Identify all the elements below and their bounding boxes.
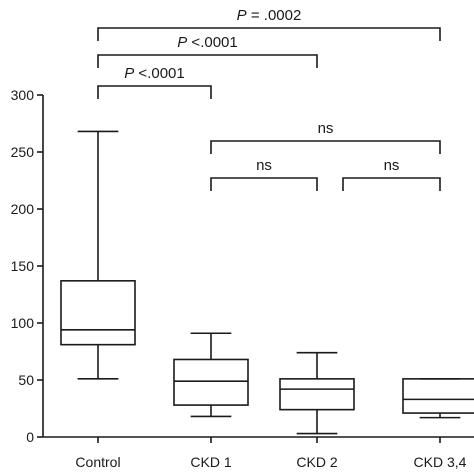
- y-tick-label: 300: [11, 87, 35, 103]
- p-value: ns: [256, 157, 272, 174]
- box-4: [402, 378, 474, 419]
- bracket-line: [210, 177, 318, 191]
- p-value: = .0002: [247, 7, 302, 24]
- significance-bracket-4: ns: [210, 120, 441, 154]
- p-symbol: P: [124, 65, 134, 82]
- p-symbol: P: [237, 7, 247, 24]
- x-tick-label: CKD 1: [190, 454, 231, 470]
- p-value: <.0001: [134, 65, 184, 82]
- significance-bracket-5: ns: [210, 157, 318, 191]
- box-3: [279, 351, 355, 435]
- y-tick-label: 150: [11, 258, 35, 274]
- significance-bracket-1: P = .0002: [97, 7, 441, 41]
- x-tick-label: CKD 2: [296, 454, 337, 470]
- y-tick-label: 200: [11, 201, 35, 217]
- bracket-line: [97, 54, 318, 68]
- y-tick-label: 100: [11, 315, 35, 331]
- bracket-line: [97, 27, 441, 41]
- bracket-line: [342, 177, 441, 191]
- significance-label: P <.0001: [124, 65, 184, 82]
- significance-label: ns: [384, 157, 400, 174]
- x-tick-label: Control: [75, 454, 120, 470]
- box-1: [60, 130, 136, 380]
- x-tick-label: CKD 3,4: [414, 454, 467, 470]
- bracket-line: [210, 140, 441, 154]
- iqr-box: [60, 280, 136, 346]
- significance-label: P = .0002: [237, 7, 302, 24]
- p-value: ns: [318, 120, 334, 137]
- iqr-box: [402, 378, 474, 414]
- y-tick-label: 250: [11, 144, 35, 160]
- y-tick-label: 50: [18, 372, 34, 388]
- p-symbol: P: [177, 34, 187, 51]
- axes: 0 50 100 150 200 250 300 Control CKD 1 CKD 2 CKD 3…: [11, 87, 474, 470]
- bracket-line: [97, 85, 212, 99]
- iqr-box: [173, 358, 249, 406]
- boxes: [60, 130, 474, 435]
- significance-label: ns: [318, 120, 334, 137]
- significance-label: P <.0001: [177, 34, 237, 51]
- y-tick-label: 0: [26, 429, 34, 445]
- significance-label: ns: [256, 157, 272, 174]
- iqr-box: [279, 378, 355, 411]
- p-value: <.0001: [187, 34, 237, 51]
- significance-bracket-2: P <.0001: [97, 34, 318, 68]
- p-value: ns: [384, 157, 400, 174]
- significance-bracket-6: ns: [342, 157, 441, 191]
- significance-bracket-3: P <.0001: [97, 65, 212, 99]
- box-2: [173, 332, 249, 418]
